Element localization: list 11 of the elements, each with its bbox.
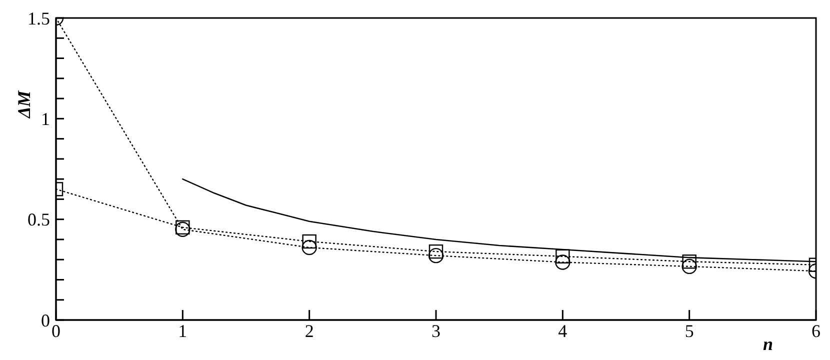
x-tick-label: 5 [684,320,694,341]
x-tick-label: 3 [432,320,440,341]
x-axis-title: n [763,334,774,355]
x-tick-label: 4 [558,320,568,341]
y-tick-label: 1 [41,109,50,130]
y-axis-title: ΔM [14,90,35,118]
x-tick-label: 1 [178,320,188,341]
y-tick-label: 0.5 [28,210,50,230]
x-tick-label: 2 [304,320,314,341]
y-tick-label: 1.5 [28,8,50,28]
x-tick-label: 6 [812,320,820,341]
